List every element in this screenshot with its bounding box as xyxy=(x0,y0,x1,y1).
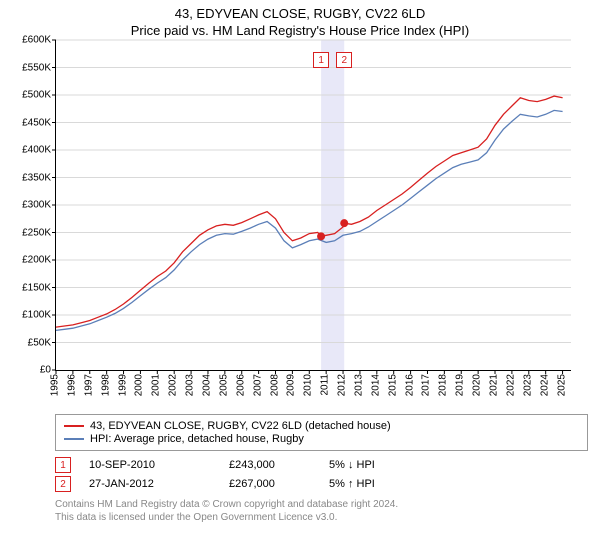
sale-marker-1: 1 xyxy=(313,52,329,68)
x-tick-label: 2004 xyxy=(201,374,212,396)
y-tick-label: £50K xyxy=(28,337,51,348)
x-tick-label: 1996 xyxy=(66,374,77,396)
y-tick-label: £600K xyxy=(22,35,51,46)
x-tick-label: 2014 xyxy=(370,374,381,396)
footer-line1: Contains HM Land Registry data © Crown c… xyxy=(55,498,588,511)
y-tick-label: £400K xyxy=(22,145,51,156)
x-tick-label: 2005 xyxy=(218,374,229,396)
y-tick-label: £250K xyxy=(22,227,51,238)
x-tick-label: 2025 xyxy=(556,374,567,396)
x-tick-label: 2015 xyxy=(387,374,398,396)
x-tick-label: 2010 xyxy=(303,374,314,396)
chart-area: £0£50K£100K£150K£200K£250K£300K£350K£400… xyxy=(10,40,580,410)
legend-item: HPI: Average price, detached house, Rugb… xyxy=(64,433,579,445)
footer-line2: This data is licensed under the Open Gov… xyxy=(55,511,588,524)
title-address: 43, EDYVEAN CLOSE, RUGBY, CV22 6LD xyxy=(0,6,600,21)
x-tick-label: 2024 xyxy=(539,374,550,396)
sale-number-box: 1 xyxy=(55,457,71,473)
sale-row: 1 10-SEP-2010£243,0005% ↓ HPI xyxy=(55,457,588,473)
sale-date: 27-JAN-2012 xyxy=(89,478,229,490)
sale-price: £267,000 xyxy=(229,478,329,490)
y-tick-label: £550K xyxy=(22,62,51,73)
x-tick-label: 2008 xyxy=(269,374,280,396)
x-tick-label: 2022 xyxy=(505,374,516,396)
x-tick-label: 2000 xyxy=(134,374,145,396)
sale-marker-2: 2 xyxy=(336,52,352,68)
sales-table: 1 10-SEP-2010£243,0005% ↓ HPI 2 27-JAN-2012… xyxy=(55,457,588,492)
x-tick-label: 2002 xyxy=(168,374,179,396)
sale-date: 10-SEP-2010 xyxy=(89,459,229,471)
x-tick-label: 2013 xyxy=(353,374,364,396)
x-tick-label: 2007 xyxy=(252,374,263,396)
plot-area: 12 xyxy=(55,40,571,371)
x-tick-label: 2016 xyxy=(404,374,415,396)
x-tick-label: 2011 xyxy=(320,374,331,396)
legend-swatch xyxy=(64,425,84,427)
x-tick-label: 2021 xyxy=(489,374,500,396)
y-tick-label: £500K xyxy=(22,90,51,101)
info-box: 43, EDYVEAN CLOSE, RUGBY, CV22 6LD (deta… xyxy=(55,414,588,524)
legend-label: 43, EDYVEAN CLOSE, RUGBY, CV22 6LD (deta… xyxy=(90,420,391,432)
y-tick-label: £450K xyxy=(22,117,51,128)
x-tick-label: 2012 xyxy=(337,374,348,396)
y-tick-label: £200K xyxy=(22,255,51,266)
sale-row: 2 27-JAN-2012£267,0005% ↑ HPI xyxy=(55,476,588,492)
y-tick-label: £350K xyxy=(22,172,51,183)
x-tick-label: 2009 xyxy=(286,374,297,396)
y-tick-label: £150K xyxy=(22,282,51,293)
x-tick-label: 2001 xyxy=(151,374,162,396)
sale-number-box: 2 xyxy=(55,476,71,492)
footer-attribution: Contains HM Land Registry data © Crown c… xyxy=(55,498,588,524)
x-tick-label: 1998 xyxy=(100,374,111,396)
chart-svg xyxy=(56,40,571,370)
x-tick-label: 2018 xyxy=(438,374,449,396)
sale-diff: 5% ↓ HPI xyxy=(329,459,449,471)
x-tick-label: 2023 xyxy=(522,374,533,396)
series-property xyxy=(56,96,563,327)
title-subtitle: Price paid vs. HM Land Registry's House … xyxy=(0,23,600,38)
y-axis: £0£50K£100K£150K£200K£250K£300K£350K£400… xyxy=(10,40,55,370)
y-tick-label: £100K xyxy=(22,310,51,321)
x-tick-label: 2019 xyxy=(455,374,466,396)
x-tick-label: 1999 xyxy=(117,374,128,396)
x-axis: 1995199619971998199920002001200220032004… xyxy=(55,370,570,410)
x-tick-label: 2020 xyxy=(472,374,483,396)
sale-diff: 5% ↑ HPI xyxy=(329,478,449,490)
x-tick-label: 1997 xyxy=(83,374,94,396)
chart-title-block: 43, EDYVEAN CLOSE, RUGBY, CV22 6LD Price… xyxy=(0,0,600,40)
x-tick-label: 2003 xyxy=(185,374,196,396)
legend-label: HPI: Average price, detached house, Rugb… xyxy=(90,433,304,445)
legend-swatch xyxy=(64,438,84,440)
y-tick-label: £300K xyxy=(22,200,51,211)
legend: 43, EDYVEAN CLOSE, RUGBY, CV22 6LD (deta… xyxy=(55,414,588,451)
x-tick-label: 2006 xyxy=(235,374,246,396)
x-tick-label: 2017 xyxy=(421,374,432,396)
legend-item: 43, EDYVEAN CLOSE, RUGBY, CV22 6LD (deta… xyxy=(64,420,579,432)
sale-price: £243,000 xyxy=(229,459,329,471)
x-tick-label: 1995 xyxy=(50,374,61,396)
